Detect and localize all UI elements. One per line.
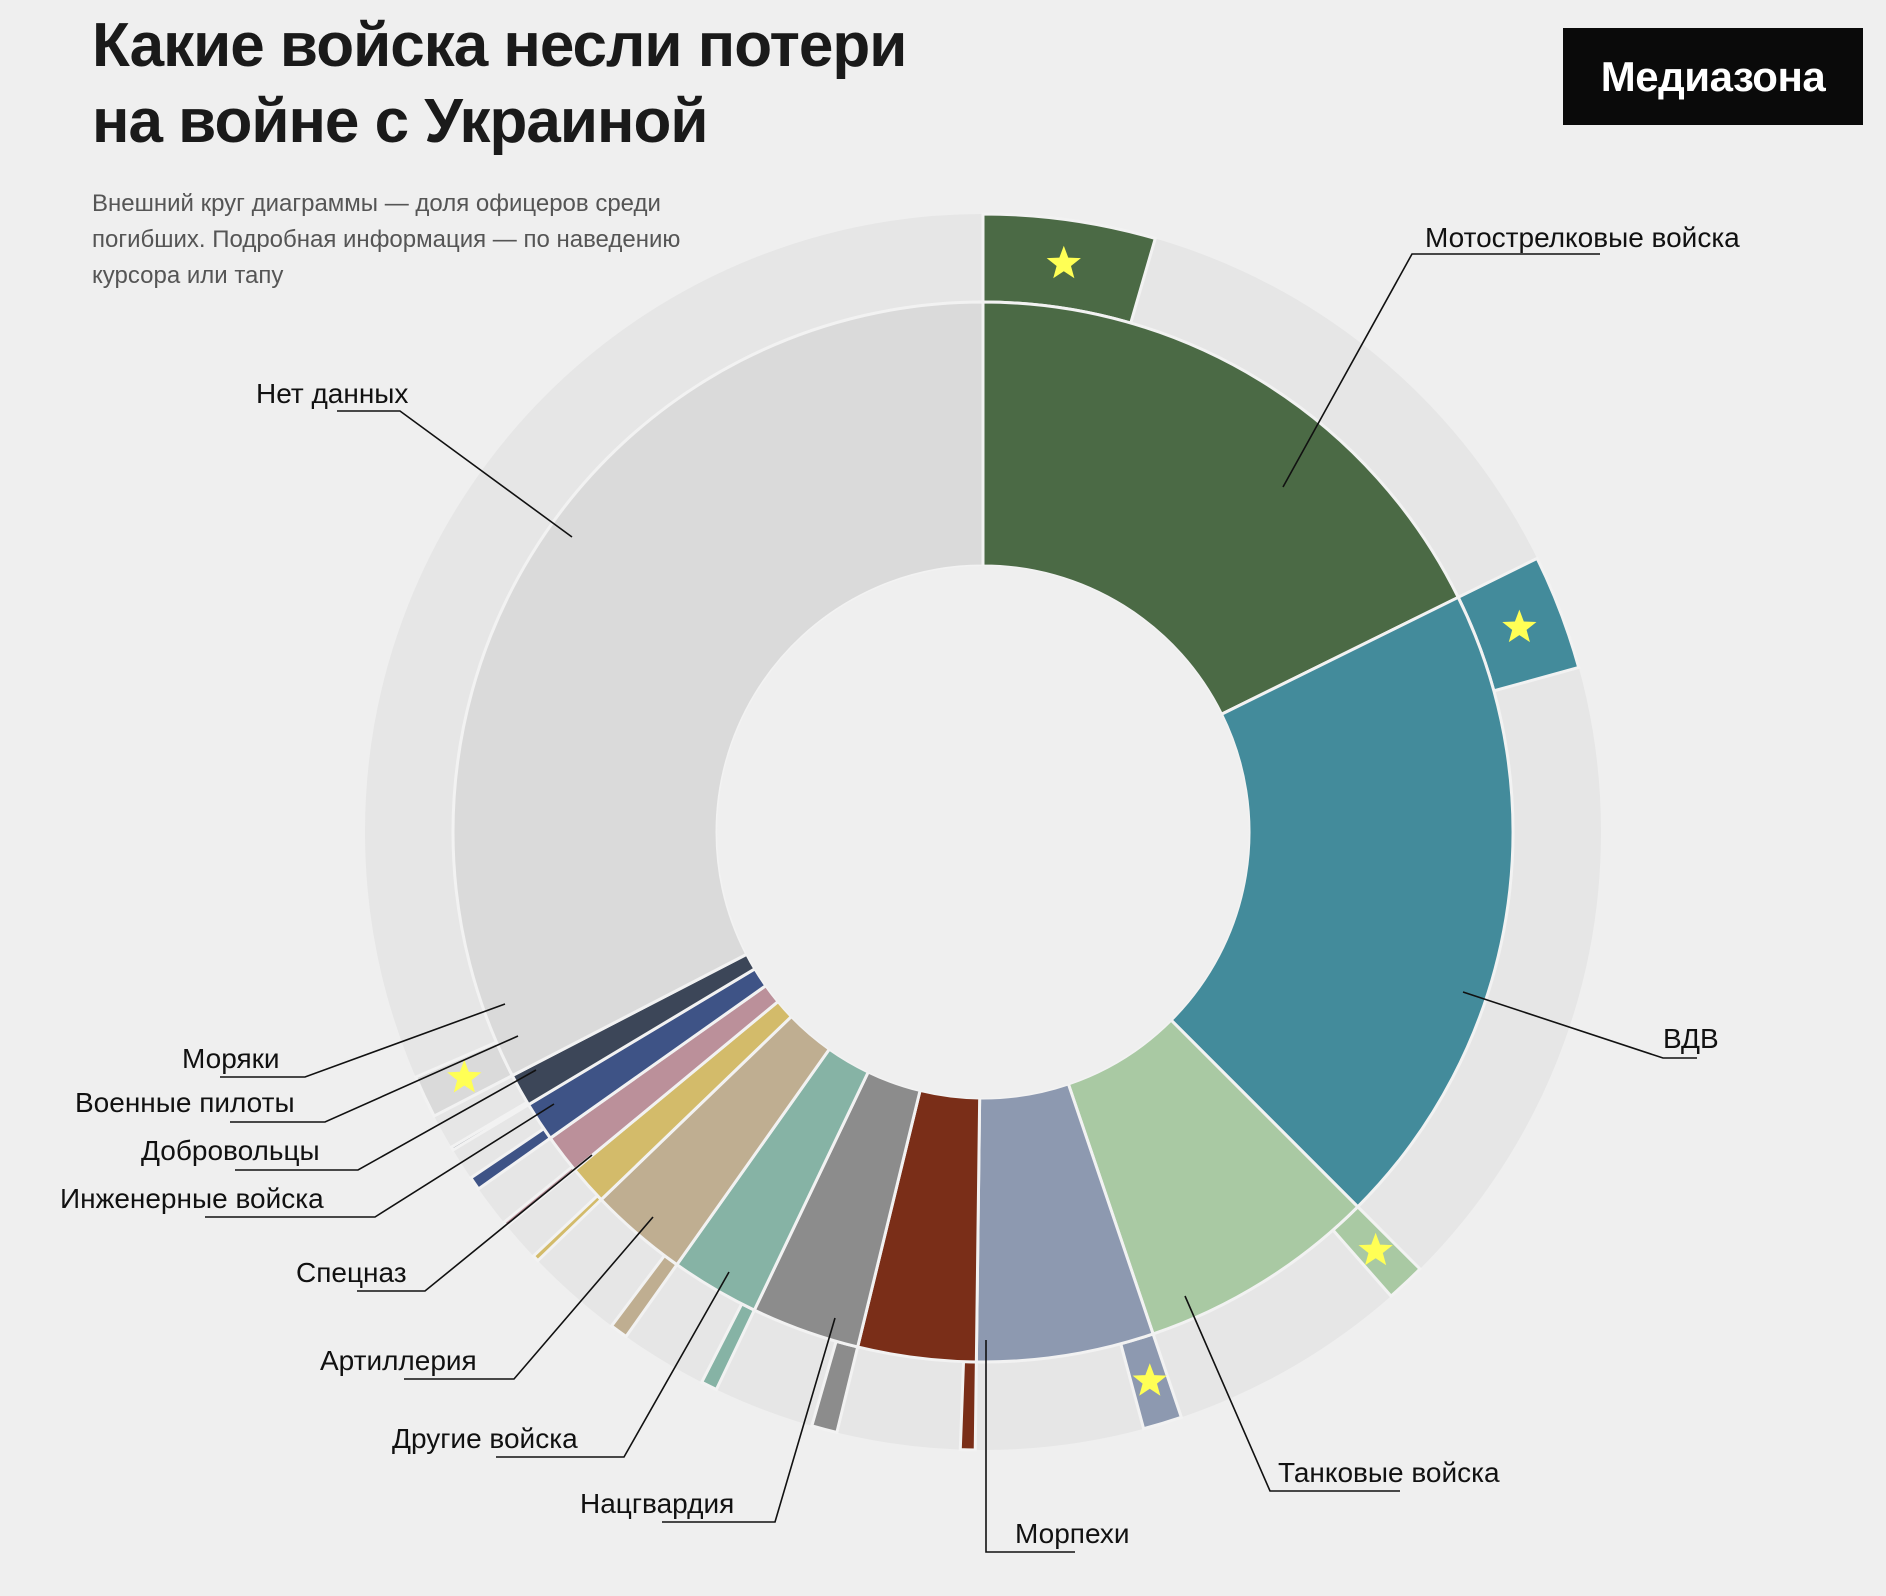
slice-label: Нет данных bbox=[256, 378, 408, 409]
leader-line bbox=[404, 1216, 654, 1380]
slice-label: Танковые войска bbox=[1278, 1457, 1500, 1488]
donut-hole bbox=[717, 566, 1249, 1098]
leader-line bbox=[1462, 991, 1697, 1059]
chart-subtitle: Внешний круг диаграммы — доля офицеров с… bbox=[92, 190, 681, 289]
officer-slice-нацгвардия[interactable] bbox=[958, 1360, 978, 1452]
leader-line bbox=[357, 1154, 593, 1292]
leader-line bbox=[220, 1003, 506, 1078]
leader-line bbox=[235, 1069, 537, 1171]
slice-label: Мотострелковые войска bbox=[1425, 222, 1740, 253]
officer-star-icon bbox=[1358, 1232, 1393, 1266]
leader-line bbox=[662, 1317, 836, 1523]
slice-вдв[interactable] bbox=[1168, 595, 1515, 1209]
slice-label: Нацгвардия bbox=[580, 1488, 734, 1519]
leader-line bbox=[985, 1340, 1075, 1553]
leader-line bbox=[205, 1103, 555, 1218]
slice-label: ВДВ bbox=[1663, 1023, 1719, 1054]
leader-line bbox=[230, 1035, 519, 1123]
slice-label: Военные пилоты bbox=[75, 1087, 295, 1118]
slice-label: Другие войска bbox=[392, 1423, 578, 1454]
officer-star-icon bbox=[1132, 1363, 1167, 1396]
mediazona-logo[interactable]: Медиазона bbox=[1563, 28, 1863, 125]
officer-star-icon bbox=[1046, 245, 1081, 279]
slice-label: Морпехи bbox=[1015, 1518, 1130, 1549]
leader-line bbox=[496, 1271, 730, 1458]
officer-star-icon bbox=[447, 1059, 482, 1093]
slice-label: Инженерные войска bbox=[60, 1183, 324, 1214]
officer-star-icon bbox=[1502, 609, 1537, 643]
leader-line bbox=[1184, 1295, 1400, 1492]
slice-label: Моряки bbox=[182, 1043, 280, 1074]
chart-title: Какие войска несли потери на войне с Укр… bbox=[92, 11, 907, 156]
slice-label: Добровольцы bbox=[141, 1135, 320, 1166]
leader-line bbox=[1282, 253, 1600, 488]
slice-label: Спецназ bbox=[296, 1257, 407, 1288]
slice-label: Артиллерия bbox=[320, 1345, 477, 1376]
leader-line bbox=[337, 410, 573, 538]
